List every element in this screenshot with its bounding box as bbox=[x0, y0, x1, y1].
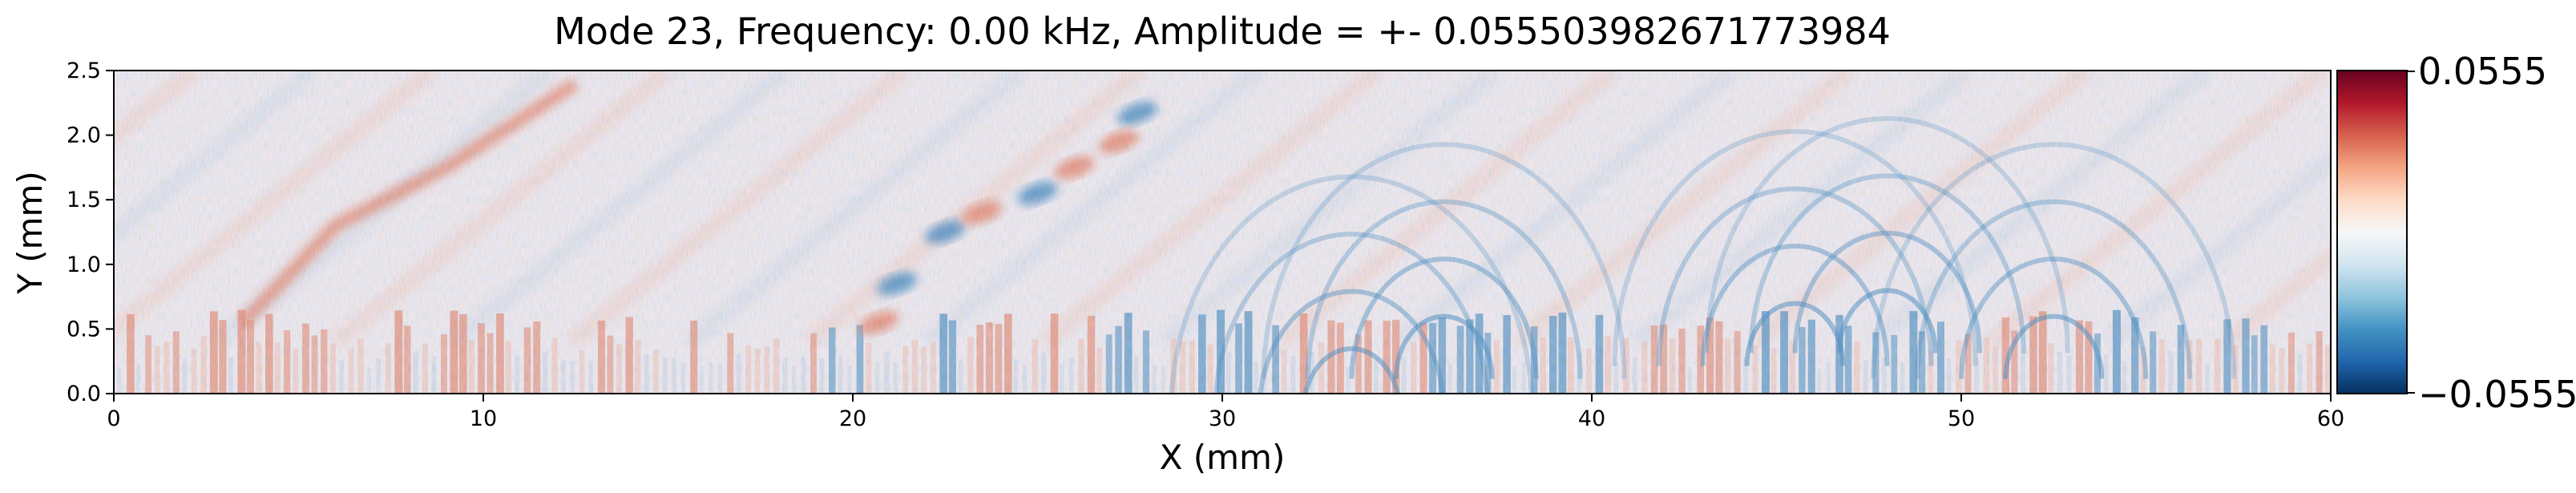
heatmap-texture bbox=[114, 71, 2331, 394]
diagonal-band bbox=[2464, 71, 2576, 342]
x-axis-label: X (mm) bbox=[1160, 438, 1286, 477]
x-tick-label: 30 bbox=[1209, 406, 1236, 431]
x-tick-label: 20 bbox=[839, 406, 866, 431]
x-tick-label: 0 bbox=[107, 406, 120, 431]
x-tick-label: 10 bbox=[470, 406, 497, 431]
colorbar bbox=[2336, 70, 2408, 394]
y-tick-label: 2.5 bbox=[67, 59, 101, 83]
x-tick-label: 60 bbox=[2317, 406, 2344, 431]
heatmap-area bbox=[114, 71, 2576, 394]
y-tick-label: 0.0 bbox=[67, 382, 101, 406]
y-tick-label: 1.0 bbox=[67, 253, 101, 277]
x-tick-label: 40 bbox=[1578, 406, 1605, 431]
x-axis-ticks: 0 10 20 30 40 50 60 bbox=[107, 394, 2344, 431]
y-axis-ticks: 0.0 0.5 1.0 1.5 2.0 2.5 bbox=[67, 59, 114, 406]
y-tick-label: 0.5 bbox=[67, 317, 101, 341]
y-tick-label: 1.5 bbox=[67, 188, 101, 212]
colorbar-min-label: −0.0555 bbox=[2418, 373, 2576, 416]
chart-title: Mode 23, Frequency: 0.00 kHz, Amplitude … bbox=[554, 10, 1891, 53]
y-tick-label: 2.0 bbox=[67, 123, 101, 148]
x-tick-label: 50 bbox=[1948, 406, 1975, 431]
y-axis-label: Y (mm) bbox=[10, 171, 50, 295]
colorbar-max-label: 0.0555 bbox=[2418, 50, 2547, 93]
